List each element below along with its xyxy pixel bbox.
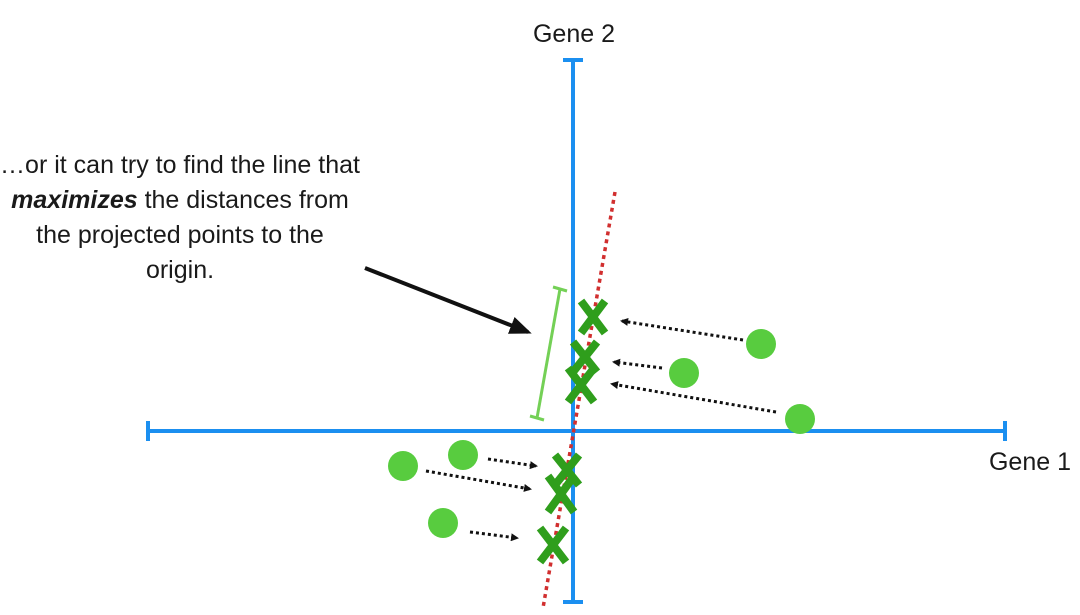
x-axis-label: Gene 1 xyxy=(989,448,1071,476)
data-point xyxy=(746,329,776,359)
y-axis-label: Gene 2 xyxy=(533,20,615,48)
annotation-text-after: the distances from the projected points … xyxy=(36,186,349,284)
annotation-arrow xyxy=(364,266,532,334)
projection-arrow xyxy=(487,457,538,470)
fit-line xyxy=(541,191,617,609)
projection-arrow xyxy=(469,530,519,542)
projection-x-mark xyxy=(577,298,609,336)
data-point xyxy=(669,358,699,388)
projection-arrow xyxy=(612,358,663,370)
projection-x-mark xyxy=(536,525,570,565)
annotation-text-before: …or it can try to find the line that xyxy=(0,151,360,179)
x-axis xyxy=(146,421,1007,441)
annotation-text: …or it can try to find the line that max… xyxy=(0,148,360,288)
projection-arrow xyxy=(620,317,744,342)
projected-points xyxy=(536,298,609,565)
data-point xyxy=(448,440,478,470)
projection-arrows xyxy=(425,317,777,542)
projection-arrow xyxy=(610,381,777,414)
projection-x-mark xyxy=(569,339,601,375)
data-point xyxy=(428,508,458,538)
projection-x-mark xyxy=(564,365,598,405)
annotation-emphasis: maximizes xyxy=(11,186,138,214)
projection-arrow xyxy=(425,469,532,492)
data-point xyxy=(388,451,418,481)
projection-x-mark xyxy=(544,473,578,515)
data-points xyxy=(388,329,815,538)
distance-bracket xyxy=(529,285,568,422)
data-point xyxy=(785,404,815,434)
